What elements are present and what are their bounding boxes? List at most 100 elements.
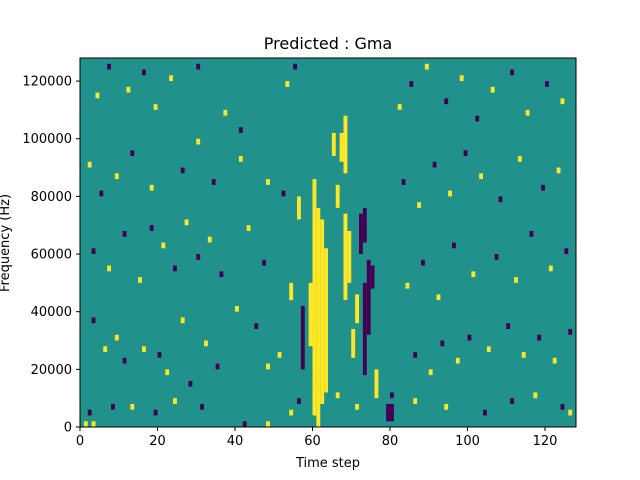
heatmap-cell-74 (428, 369, 433, 376)
x-tick-label: 60 (304, 434, 321, 449)
heatmap-cell-101 (517, 156, 522, 162)
y-axis-label: Frequency (Hz) (0, 194, 13, 292)
x-tick-label: 100 (455, 434, 480, 449)
heatmap-cell-31 (180, 317, 185, 324)
heatmap-cell-83 (568, 328, 573, 335)
heatmap-cell-17 (413, 398, 418, 404)
heatmap-cell-13 (312, 386, 317, 393)
heatmap-cell-29 (157, 352, 162, 358)
plot-frame (79, 57, 577, 428)
heatmap-cell-59 (238, 156, 243, 162)
heatmap-cell-26 (114, 334, 119, 341)
heatmap-cell-113 (545, 81, 549, 87)
heatmap-cell-5 (153, 409, 158, 416)
heatmap-cell-68 (196, 63, 201, 70)
heatmap-cell-47 (207, 236, 212, 243)
heatmap-band-20 (386, 403, 391, 422)
heatmap-cell-35 (235, 305, 239, 312)
heatmap-cell-67 (169, 75, 174, 82)
heatmap-cell-55 (149, 184, 154, 191)
heatmap-cell-51 (87, 161, 92, 168)
heatmap-cell-43 (161, 242, 166, 249)
heatmap-cell-24 (91, 317, 96, 324)
heatmap-cell-15 (355, 403, 360, 410)
heatmap-cell-99 (479, 173, 484, 180)
heatmap-cell-56 (180, 167, 185, 174)
heatmap-cell-8 (242, 421, 247, 427)
heatmap-cell-61 (281, 190, 286, 197)
heatmap-band-19 (331, 132, 336, 157)
heatmap-cell-90 (514, 277, 518, 283)
heatmap-cell-50 (262, 259, 267, 266)
heatmap-cell-52 (99, 190, 104, 197)
x-tick-label: 120 (533, 434, 558, 449)
heatmap-band-9 (343, 115, 348, 174)
heatmap-cell-40 (122, 230, 127, 237)
heatmap-cell-7 (200, 403, 205, 410)
heatmap-cell-93 (564, 248, 569, 255)
x-tick-label: 80 (382, 434, 399, 449)
heatmap-cell-91 (529, 230, 534, 237)
heatmap-cell-34 (215, 363, 220, 370)
heatmap-cell-44 (173, 265, 177, 272)
heatmap-cell-27 (122, 357, 127, 364)
heatmap-cell-38 (91, 248, 96, 255)
heatmap-cell-107 (444, 98, 449, 105)
heatmap-cell-92 (548, 265, 553, 272)
heatmap-band-7 (347, 230, 352, 283)
heatmap-cell-76 (455, 357, 460, 364)
heatmap-cell-66 (153, 104, 158, 110)
heatmap-band-1 (316, 207, 321, 427)
chart-title: Predicted : Gma (264, 34, 392, 53)
heatmap-cell-49 (246, 225, 251, 231)
x-tick-label: 0 (76, 434, 84, 449)
plot-area (79, 57, 577, 428)
heatmap-cell-20 (510, 398, 515, 404)
heatmap-band-21 (390, 403, 394, 422)
heatmap-cell-72 (293, 63, 298, 70)
heatmap-band-2 (320, 219, 325, 404)
y-tick-label: 20000 (31, 363, 72, 378)
heatmap-cell-110 (490, 86, 495, 93)
heatmap-cell-85 (421, 259, 425, 266)
heatmap-cell-58 (211, 179, 216, 185)
heatmap-cell-75 (440, 340, 445, 347)
heatmap-cell-97 (448, 190, 453, 197)
heatmap-cell-23 (568, 409, 573, 416)
heatmap-cell-95 (417, 202, 422, 208)
heatmap-cell-3 (111, 403, 115, 410)
heatmap-cell-65 (142, 69, 146, 76)
heatmap-cell-6 (173, 398, 177, 404)
heatmap-cell-11 (289, 409, 294, 416)
heatmap-cell-87 (452, 242, 456, 249)
x-tick-label: 40 (227, 434, 244, 449)
heatmap-band-11 (366, 259, 371, 335)
heatmap-cell-112 (525, 109, 530, 116)
heatmap-cell-71 (285, 81, 290, 87)
heatmap-cell-69 (223, 109, 228, 116)
heatmap-cell-94 (401, 179, 406, 185)
heatmap-cell-111 (510, 69, 515, 76)
heatmap-cell-63 (107, 63, 112, 70)
heatmap-cell-103 (556, 167, 561, 174)
heatmap-cell-62 (95, 92, 100, 99)
y-tick-label: 60000 (31, 248, 72, 263)
y-tick-label: 0 (64, 421, 72, 436)
heatmap-cell-78 (486, 346, 491, 353)
heatmap-cell-25 (103, 346, 108, 353)
heatmap-cell-57 (196, 138, 201, 145)
heatmap-cell-60 (266, 179, 270, 185)
heatmap-cell-79 (506, 323, 511, 329)
heatmap-cell-19 (483, 409, 487, 416)
heatmap-cell-46 (196, 254, 201, 260)
heatmap-band-13 (362, 207, 367, 243)
heatmap-cell-30 (165, 369, 170, 376)
heatmap-cell-77 (467, 334, 472, 341)
x-tick-label: 20 (149, 434, 166, 449)
heatmap-cells (83, 63, 573, 427)
heatmap-cell-48 (219, 271, 224, 278)
heatmap-cell-86 (436, 294, 441, 301)
y-axis-ticks: 0 20000 40000 60000 80000 100000 120000 (22, 75, 80, 436)
y-tick-label: 80000 (31, 190, 72, 205)
heatmap-cell-88 (471, 271, 476, 278)
